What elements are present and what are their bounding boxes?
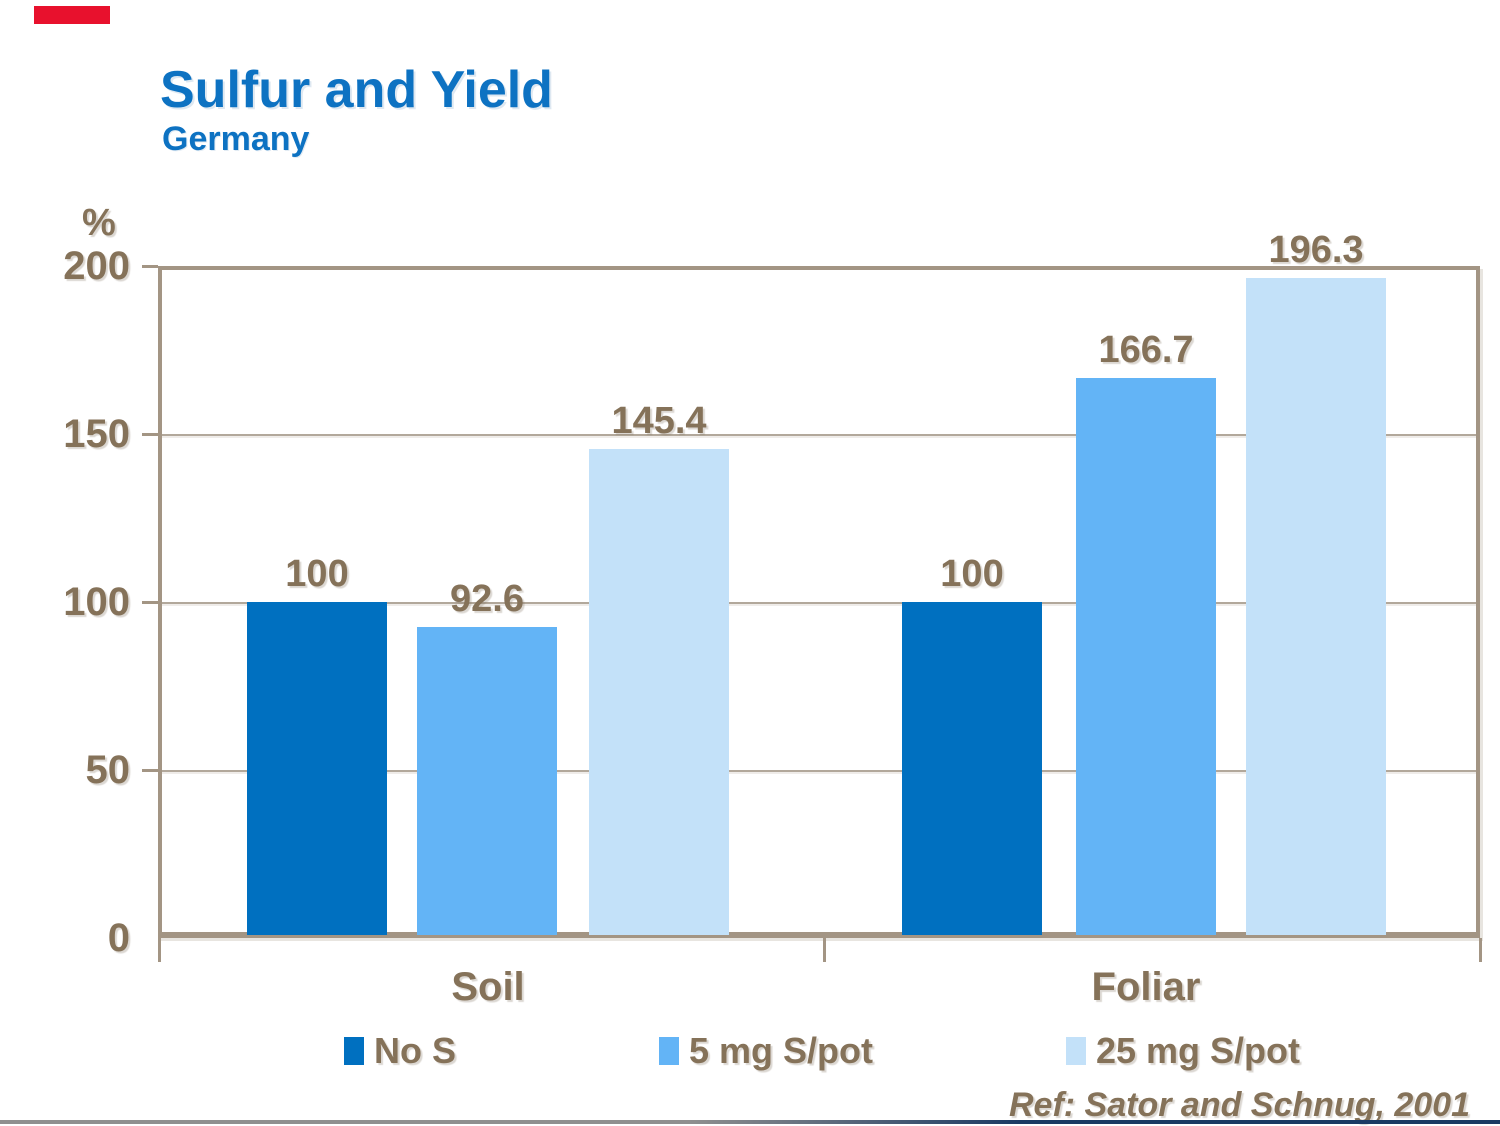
y-tick-label-0: 0 bbox=[107, 916, 130, 960]
category-tick-2 bbox=[1479, 938, 1482, 962]
category-tick-1 bbox=[823, 938, 826, 962]
legend-item-3: 25 mg S/pot bbox=[1066, 1030, 1301, 1071]
legend-item-2: 5 mg S/pot bbox=[659, 1030, 874, 1071]
bar-soil-1 bbox=[247, 602, 387, 935]
y-tick-label-200: 200 bbox=[63, 244, 130, 288]
y-tick-label-150: 150 bbox=[63, 412, 130, 456]
page-subtitle: Germany bbox=[162, 120, 310, 158]
value-label-soil-1: 100 bbox=[285, 553, 349, 595]
gridline-150 bbox=[162, 434, 1476, 436]
bottom-border-line bbox=[0, 1120, 1500, 1124]
value-label-foliar-2: 166.7 bbox=[1098, 328, 1194, 371]
bar-foliar-1 bbox=[902, 602, 1042, 935]
y-tick-label-50: 50 bbox=[85, 748, 131, 792]
bar-soil-2 bbox=[417, 626, 557, 935]
y-tick-mark-50 bbox=[142, 769, 158, 772]
legend-label: 5 mg S/pot bbox=[689, 1030, 874, 1071]
legend-label: No S bbox=[374, 1030, 457, 1071]
page-title: Sulfur and Yield bbox=[160, 61, 553, 119]
category-label-foliar: Foliar bbox=[1091, 965, 1201, 1009]
gridline-50 bbox=[162, 770, 1476, 772]
y-tick-label-100: 100 bbox=[63, 580, 130, 624]
value-label-soil-3: 145.4 bbox=[611, 400, 707, 443]
legend-swatch-icon bbox=[659, 1037, 679, 1065]
legend-swatch-icon bbox=[344, 1037, 364, 1065]
value-label-foliar-3: 196.3 bbox=[1268, 229, 1364, 272]
gridline-100 bbox=[162, 602, 1476, 604]
bar-soil-3 bbox=[589, 449, 729, 935]
brand-red-bar bbox=[34, 6, 110, 24]
legend-label: 25 mg S/pot bbox=[1096, 1030, 1301, 1071]
y-tick-mark-200 bbox=[142, 265, 158, 268]
y-tick-mark-100 bbox=[142, 601, 158, 604]
category-tick-0 bbox=[158, 938, 161, 962]
bar-foliar-3 bbox=[1246, 278, 1386, 935]
legend-swatch-icon bbox=[1066, 1037, 1086, 1065]
reference-text: Ref: Sator and Schnug, 2001 bbox=[1009, 1086, 1470, 1124]
value-label-foliar-1: 100 bbox=[940, 553, 1004, 595]
bar-foliar-2 bbox=[1076, 377, 1216, 935]
value-label-soil-2: 92.6 bbox=[450, 577, 524, 620]
y-axis-unit-label: % bbox=[82, 202, 116, 244]
legend-item-1: No S bbox=[344, 1030, 457, 1071]
category-label-soil: Soil bbox=[451, 965, 525, 1009]
y-tick-mark-150 bbox=[142, 433, 158, 436]
